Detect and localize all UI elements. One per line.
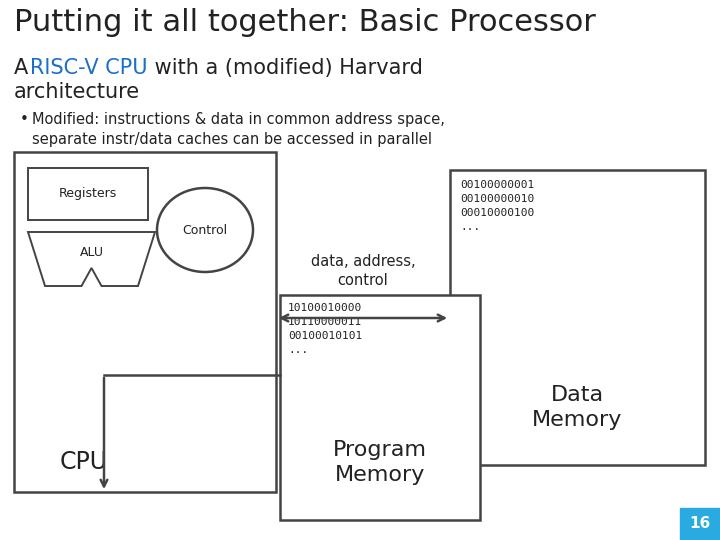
Bar bbox=[280, 295, 480, 520]
Text: •: • bbox=[20, 112, 29, 127]
Text: architecture: architecture bbox=[14, 82, 140, 102]
Polygon shape bbox=[28, 232, 155, 286]
Text: Data
Memory: Data Memory bbox=[532, 385, 623, 430]
Text: Registers: Registers bbox=[59, 187, 117, 200]
Bar bbox=[450, 170, 705, 465]
Text: Modified: instructions & data in common address space,
separate instr/data cache: Modified: instructions & data in common … bbox=[32, 112, 445, 147]
Text: 16: 16 bbox=[689, 516, 711, 531]
Text: 10100010000
10110000011
00100010101
...: 10100010000 10110000011 00100010101 ... bbox=[288, 303, 362, 355]
Text: data, address,
control: data, address, control bbox=[311, 254, 415, 288]
Text: Control: Control bbox=[182, 224, 228, 237]
Text: Putting it all together: Basic Processor: Putting it all together: Basic Processor bbox=[14, 8, 596, 37]
Bar bbox=[680, 508, 720, 540]
Text: ALU: ALU bbox=[79, 246, 104, 260]
Text: A: A bbox=[14, 58, 35, 78]
Text: 00100000001
00100000010
00010000100
...: 00100000001 00100000010 00010000100 ... bbox=[460, 180, 534, 232]
Ellipse shape bbox=[157, 188, 253, 272]
Bar bbox=[28, 168, 148, 220]
Text: with a (modified) Harvard: with a (modified) Harvard bbox=[148, 58, 423, 78]
Text: Program
Memory: Program Memory bbox=[333, 440, 427, 485]
Bar bbox=[14, 152, 276, 492]
Text: CPU: CPU bbox=[60, 450, 108, 474]
Text: RISC-V CPU: RISC-V CPU bbox=[30, 58, 148, 78]
